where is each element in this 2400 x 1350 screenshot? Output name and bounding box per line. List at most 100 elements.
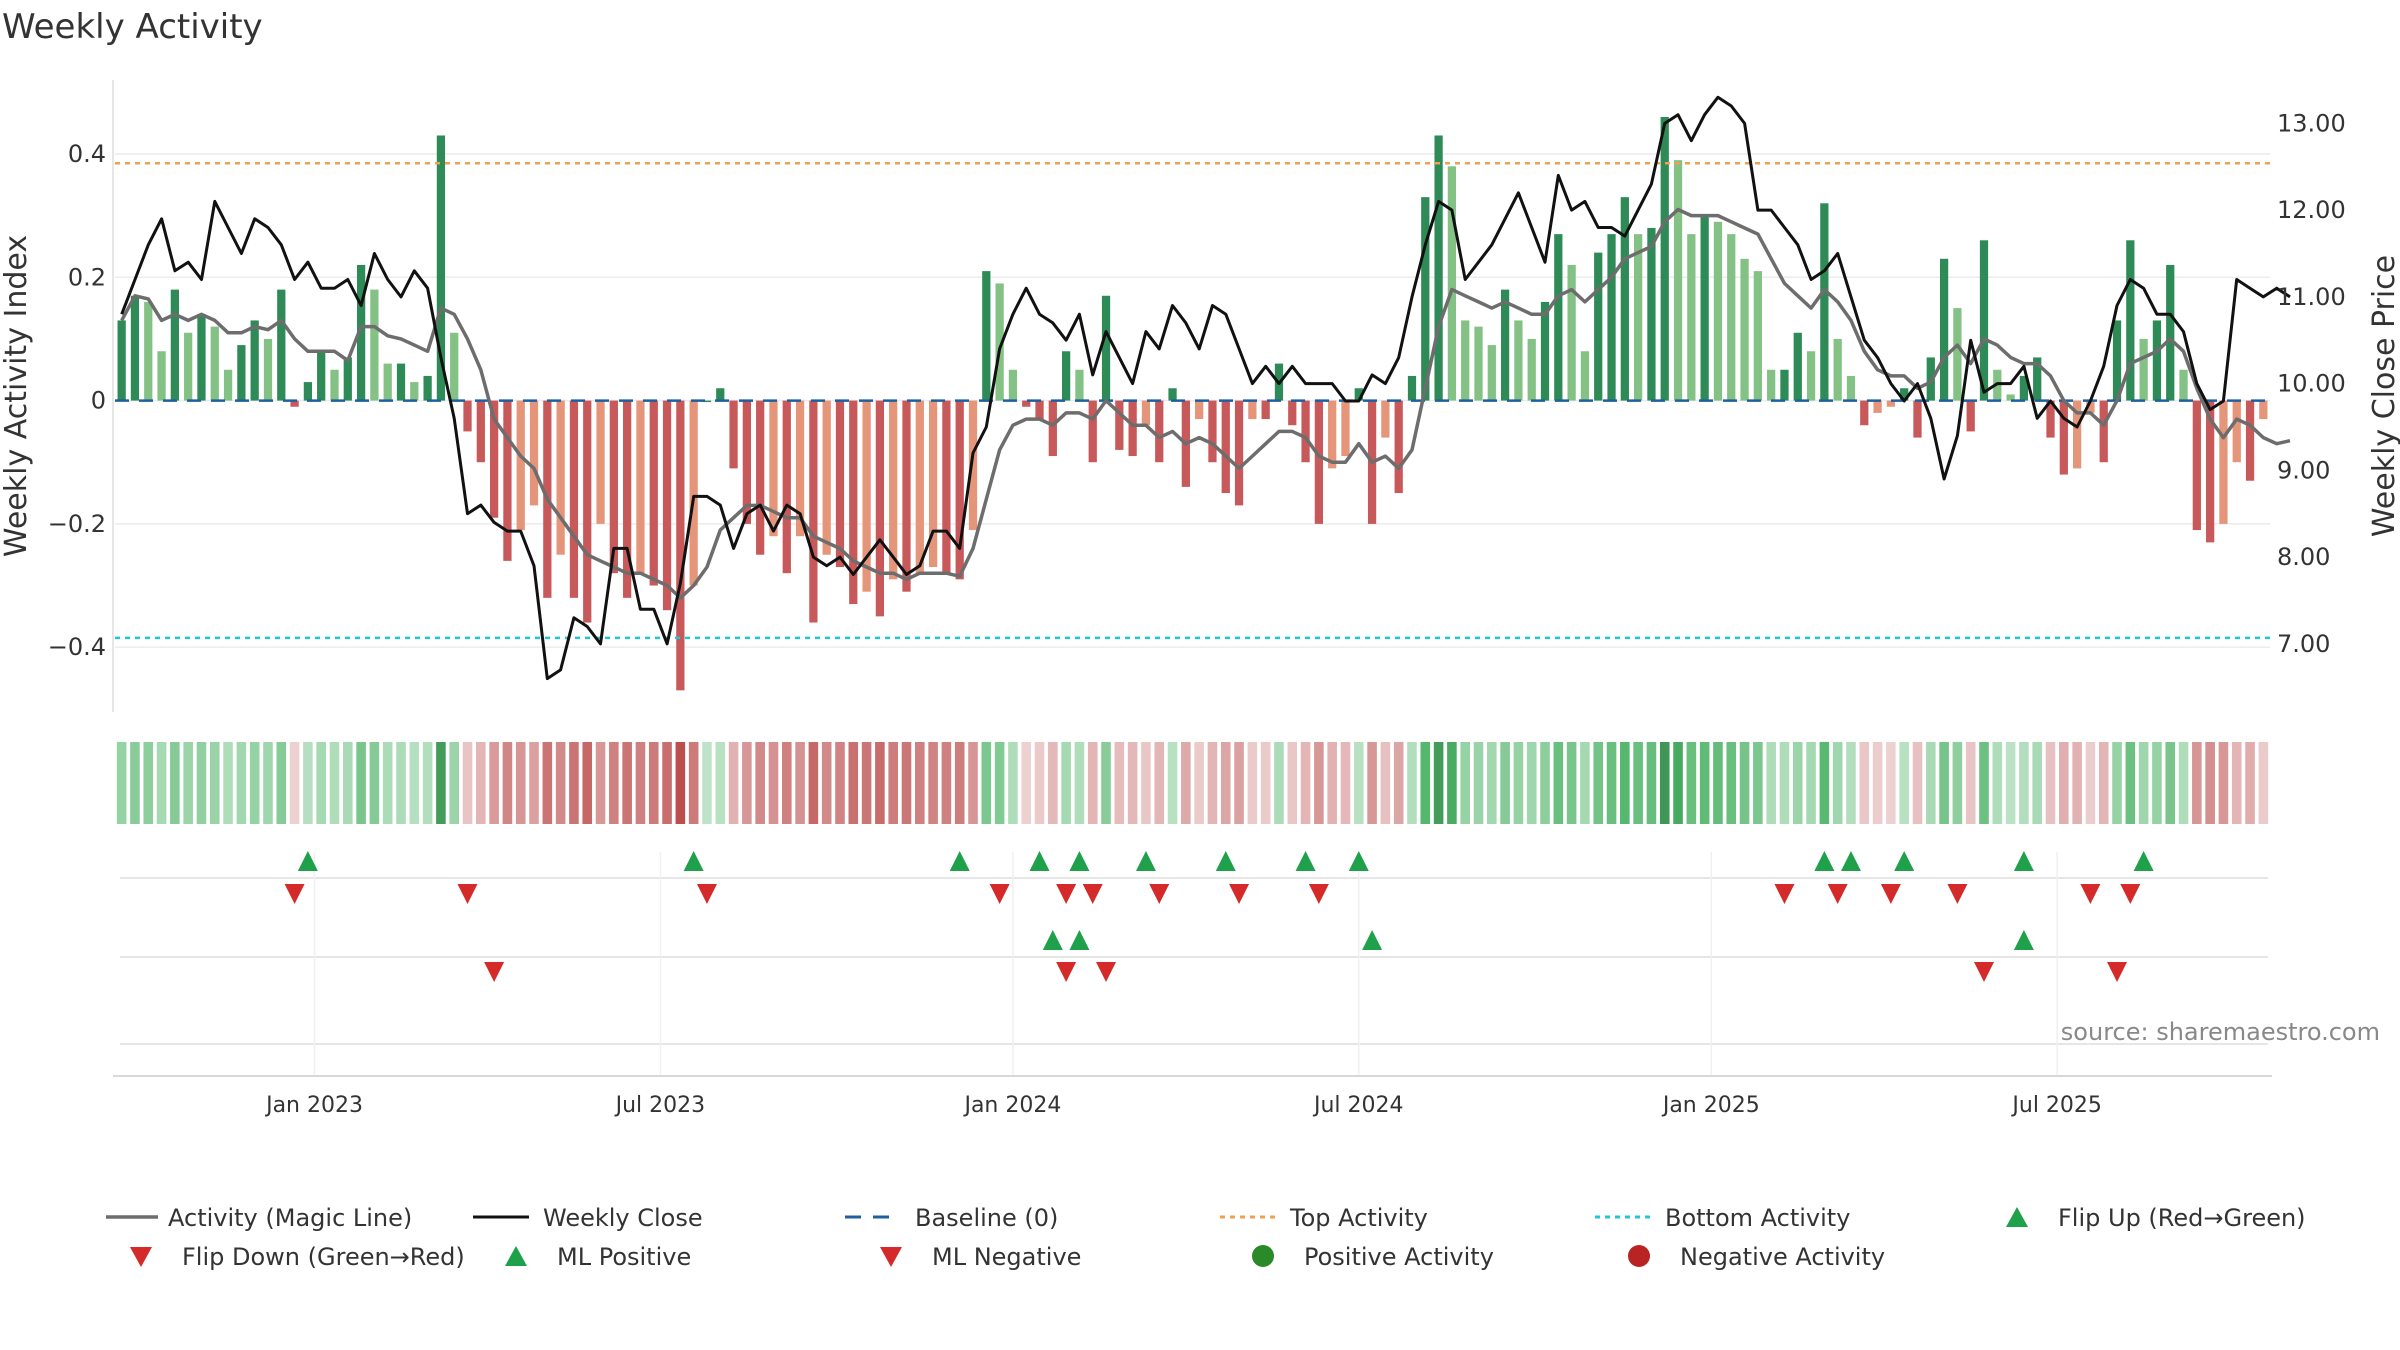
activity-bar	[237, 345, 246, 401]
activity-strip-cell	[2005, 742, 2016, 824]
activity-bar	[1527, 338, 1536, 401]
activity-strip-cell	[821, 742, 832, 824]
activity-bar	[1248, 400, 1257, 420]
activity-strip-cell	[1686, 742, 1697, 824]
source-note: source: sharemaestro.com	[2061, 1018, 2380, 1046]
activity-bar	[795, 400, 805, 537]
activity-strip-cell	[436, 742, 446, 824]
activity-bar	[356, 264, 366, 401]
activity-strip-cell	[116, 742, 127, 824]
activity-strip-cell	[1420, 742, 1431, 824]
activity-strip-cell	[2059, 742, 2069, 824]
flip-down-marker	[1082, 884, 1103, 904]
activity-bar	[157, 351, 166, 401]
activity-bar	[1913, 400, 1922, 438]
activity-bar	[835, 400, 845, 568]
activity-strip-cell	[1167, 742, 1178, 824]
activity-bar	[1195, 400, 1204, 420]
activity-bar	[889, 400, 898, 580]
activity-bar	[1567, 264, 1576, 401]
activity-bar	[1713, 221, 1723, 401]
activity-bar	[942, 400, 951, 574]
flip-down-marker	[1774, 884, 1795, 904]
activity-strip-cell	[1207, 742, 1218, 824]
flip-up-marker	[1215, 851, 1236, 871]
activity-strip-cell	[1713, 742, 1723, 824]
flip-down-marker	[1056, 884, 1077, 904]
activity-bar	[2192, 400, 2201, 531]
activity-strip-cell	[2072, 742, 2082, 824]
activity-bar	[144, 301, 153, 401]
activity-bar	[849, 400, 858, 605]
ml-negative-marker	[1973, 962, 1994, 982]
activity-bar	[596, 400, 605, 524]
activity-bar	[1062, 351, 1071, 401]
activity-strip-cell	[1393, 742, 1404, 824]
legend-label: Bottom Activity	[1665, 1204, 1850, 1232]
activity-strip-cell	[2019, 742, 2029, 824]
activity-strip-cell	[2178, 742, 2189, 824]
activity-strip-cell	[1141, 742, 1151, 824]
activity-strip-cell	[382, 742, 393, 824]
activity-strip-cell	[888, 742, 898, 824]
activity-bar	[1288, 400, 1297, 426]
activity-strip-cell	[994, 742, 1005, 824]
activity-strip-cell	[1979, 742, 1989, 824]
activity-strip-cell	[170, 742, 180, 824]
activity-strip-cell	[1340, 742, 1351, 824]
activity-strip-cell	[1753, 742, 1763, 824]
activity-bar	[1873, 400, 1882, 413]
activity-strip-cell	[1447, 742, 1457, 824]
activity-strip-cell	[675, 742, 686, 824]
activity-bar	[1660, 116, 1669, 401]
activity-bar	[450, 332, 459, 401]
activity-strip-cell	[1779, 742, 1790, 824]
activity-bar	[1500, 289, 1510, 401]
legend-ml_pos-swatch	[505, 1246, 527, 1266]
activity-bar	[2099, 400, 2108, 463]
legend-ml_neg-swatch	[880, 1247, 902, 1267]
legend-label: Baseline (0)	[915, 1204, 1058, 1232]
flip-up-marker	[1814, 851, 1835, 871]
activity-strip-cell	[808, 742, 819, 824]
activity-bar	[809, 400, 818, 623]
activity-bar	[1833, 338, 1842, 401]
activity-bar	[1421, 197, 1430, 401]
activity-strip-cell	[2085, 742, 2096, 824]
activity-strip-cell	[2205, 742, 2215, 824]
activity-bar	[1234, 400, 1244, 506]
activity-strip-cell	[1872, 742, 1883, 824]
x-tick-label: Jul 2024	[1312, 1093, 1404, 1118]
activity-bar	[370, 289, 379, 401]
activity-bar	[968, 400, 978, 531]
activity-bar	[117, 320, 126, 401]
activity-bar	[2259, 400, 2268, 420]
activity-strip-cell	[329, 742, 340, 824]
activity-bar	[1900, 388, 1909, 401]
activity-strip-cell	[409, 742, 420, 824]
x-tick-label: Jan 2023	[264, 1093, 363, 1118]
activity-strip-cell	[515, 742, 526, 824]
flip-up-marker	[1069, 851, 1090, 871]
activity-bar	[1860, 400, 1869, 426]
activity-strip-cell	[981, 742, 992, 824]
activity-bar	[317, 351, 326, 401]
x-tick-label: Jan 2024	[962, 1093, 1061, 1118]
activity-strip-cell	[1739, 742, 1750, 824]
activity-bar	[2046, 400, 2055, 438]
activity-strip-cell	[1234, 742, 1244, 824]
activity-strip-cell	[635, 742, 646, 824]
activity-bar	[649, 400, 658, 586]
activity-bar	[1407, 375, 1417, 401]
activity-bar	[1115, 400, 1124, 450]
activity-bar	[569, 400, 579, 598]
activity-strip-cell	[1620, 742, 1630, 824]
activity-strip-cell	[183, 742, 193, 824]
activity-bar	[2152, 320, 2162, 401]
activity-strip-cell	[1127, 742, 1138, 824]
activity-bar	[1101, 295, 1111, 401]
activity-bar	[1780, 369, 1789, 401]
activity-strip-cell	[1034, 742, 1045, 824]
y2-tick-label: 9.00	[2277, 456, 2330, 484]
activity-bar	[303, 382, 313, 401]
